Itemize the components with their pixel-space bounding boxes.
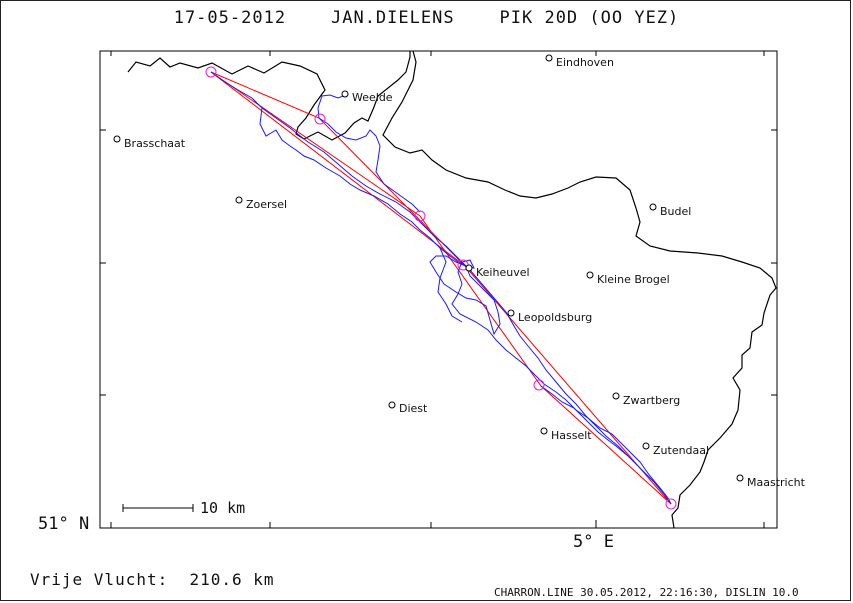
scale-bar-label: 10 km — [200, 499, 246, 517]
place-marker — [507, 309, 515, 317]
scale-bar — [122, 504, 194, 512]
place-marker — [388, 401, 396, 409]
place-marker — [642, 442, 650, 450]
place-label-eindhoven: Eindhoven — [556, 56, 614, 69]
place-label-hasselt: Hasselt — [551, 429, 592, 442]
place-label-zutendaal: Zutendaal — [653, 444, 709, 457]
turnpoints — [205, 66, 677, 510]
place-label-weelde: Weelde — [352, 91, 393, 104]
place-marker — [235, 196, 243, 204]
place-label-budel: Budel — [660, 205, 691, 218]
footer-info: CHARRON.LINE 30.05.2012, 22:16:30, DISLI… — [494, 586, 799, 599]
longitude-label: 5° E — [573, 532, 614, 552]
place-marker — [545, 54, 553, 62]
place-label-zoersel: Zoersel — [246, 198, 287, 211]
place-marker — [113, 135, 121, 143]
place-marker — [465, 264, 473, 272]
distance-label: Vrije Vlucht: 210.6 km — [30, 570, 275, 589]
place-marker — [341, 90, 349, 98]
place-label-zwartberg: Zwartberg — [623, 394, 680, 407]
place-marker — [649, 203, 657, 211]
national-border — [127, 50, 777, 529]
map-border — [99, 50, 778, 529]
place-label-brasschaat: Brasschaat — [124, 137, 186, 150]
places — [113, 54, 744, 482]
place-marker — [612, 392, 620, 400]
place-label-keiheuvel: Keiheuvel — [476, 266, 530, 279]
place-label-diest: Diest — [399, 402, 428, 415]
flight-track — [210, 71, 672, 505]
axis-ticks — [100, 51, 777, 529]
place-label-maastricht: Maastricht — [747, 476, 806, 489]
place-label-leopoldsburg: Leopoldsburg — [518, 311, 592, 324]
place-marker — [736, 474, 744, 482]
map-title: 17-05-2012 JAN.DIELENS PIK 20D (OO YEZ) — [173, 8, 680, 28]
place-label-kleine-brogel: Kleine Brogel — [597, 273, 670, 286]
place-labels: Eindhoven Weelde Brasschaat Zoersel Bude… — [124, 56, 806, 489]
place-marker — [586, 271, 594, 279]
place-marker — [540, 427, 548, 435]
latitude-label: 51° N — [38, 514, 90, 534]
